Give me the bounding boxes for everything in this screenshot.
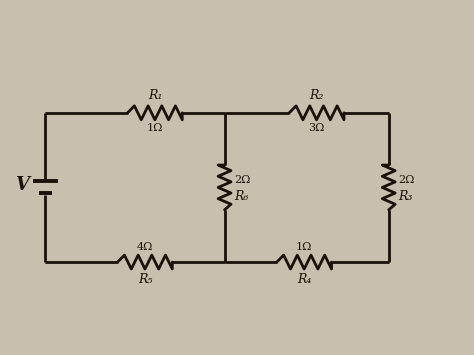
Text: R₃: R₃ — [399, 190, 413, 203]
Text: 1Ω: 1Ω — [147, 123, 163, 133]
Text: 3Ω: 3Ω — [309, 123, 325, 133]
Text: V: V — [15, 176, 28, 194]
Text: R₂: R₂ — [310, 89, 324, 102]
Text: 1Ω: 1Ω — [296, 242, 312, 252]
Text: 2Ω: 2Ω — [399, 175, 415, 185]
Text: R₅: R₅ — [138, 273, 152, 286]
Text: R₁: R₁ — [148, 89, 162, 102]
Text: R₆: R₆ — [235, 190, 249, 203]
Text: 4Ω: 4Ω — [137, 242, 153, 252]
Text: R₄: R₄ — [297, 273, 311, 286]
Text: 2Ω: 2Ω — [235, 175, 251, 185]
